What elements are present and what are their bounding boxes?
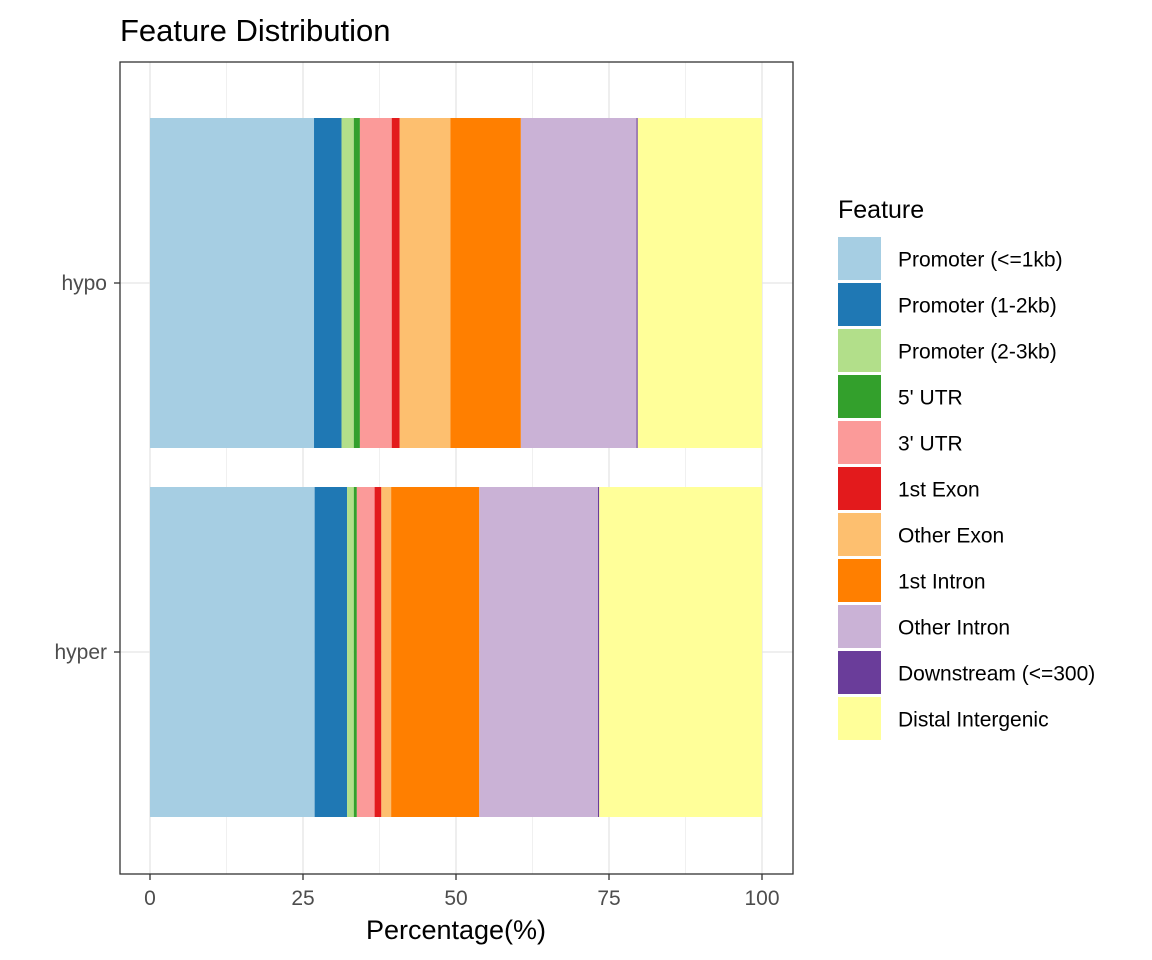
legend-item: Promoter (1-2kb) [838,283,1057,326]
bar-segment [391,118,400,448]
bar-segment [520,118,637,448]
legend-swatch [838,329,881,372]
legend-swatch [838,421,881,464]
legend-label: 1st Exon [898,479,980,502]
legend-swatch [838,513,881,556]
legend-title: Feature [838,196,924,224]
bar-segment [150,487,315,817]
plot-panel [119,61,794,875]
legend-item: Other Intron [838,605,1010,648]
bar-segment [450,118,521,448]
legend-item: 1st Exon [838,467,980,510]
bar-segment [599,487,762,817]
y-tick-label: hypo [61,272,107,295]
bar-segment [314,487,348,817]
bar-segment [637,118,762,448]
chart-title: Feature Distribution [120,13,391,48]
x-tick-label: 100 [744,887,779,910]
x-tick-label: 0 [144,887,156,910]
bar-segment [314,118,342,448]
legend-label: Distal Intergenic [898,709,1049,732]
legend-label: 3' UTR [898,433,963,456]
legend-swatch [838,605,881,648]
bar-segment [399,118,451,448]
bar-segment [347,487,354,817]
bar-segment [353,487,357,817]
bar-group-hyper [150,487,762,817]
x-tick-label: 75 [597,887,620,910]
legend-swatch [838,651,881,694]
bar-segment [356,487,375,817]
legend-items: Promoter (<=1kb) Promoter (1-2kb) Promoter… [838,237,1095,740]
x-axis: 0 25 50 75 100 [144,874,780,910]
legend-swatch [838,237,881,280]
legend: Feature Promoter (<=1kb) Promoter (1-2kb)… [838,196,1095,740]
legend-item: Other Exon [838,513,1004,556]
bar-segment [353,118,360,448]
legend-label: Downstream (<=300) [898,663,1095,686]
bar-segment [636,118,638,448]
legend-label: Other Intron [898,617,1010,640]
bar-segment [381,487,392,817]
bar-segment [341,118,354,448]
x-tick-label: 50 [444,887,467,910]
bars [150,118,762,817]
bar-segment [150,118,315,448]
legend-swatch [838,283,881,326]
legend-swatch [838,467,881,510]
legend-label: Promoter (<=1kb) [898,249,1063,272]
x-tick-label: 25 [291,887,314,910]
bar-segment [597,487,600,817]
bar-segment [391,487,480,817]
legend-swatch [838,375,881,418]
bar-segment [374,487,382,817]
legend-swatch [838,559,881,602]
bar-segment [359,118,392,448]
legend-item: Distal Intergenic [838,697,1049,740]
legend-item: Promoter (2-3kb) [838,329,1057,372]
legend-label: Promoter (1-2kb) [898,295,1057,318]
legend-label: Promoter (2-3kb) [898,341,1057,364]
legend-label: 5' UTR [898,387,963,410]
legend-item: 5' UTR [838,375,963,418]
bar-segment [479,487,598,817]
legend-swatch [838,697,881,740]
legend-item: Promoter (<=1kb) [838,237,1063,280]
bar-group-hypo [150,118,762,448]
y-axis: hypo hyper [54,272,120,664]
legend-item: Downstream (<=300) [838,651,1095,694]
legend-label: 1st Intron [898,571,986,594]
x-axis-title: Percentage(%) [366,915,546,945]
legend-label: Other Exon [898,525,1004,548]
y-tick-label: hyper [54,641,107,664]
legend-item: 1st Intron [838,559,986,602]
legend-item: 3' UTR [838,421,963,464]
